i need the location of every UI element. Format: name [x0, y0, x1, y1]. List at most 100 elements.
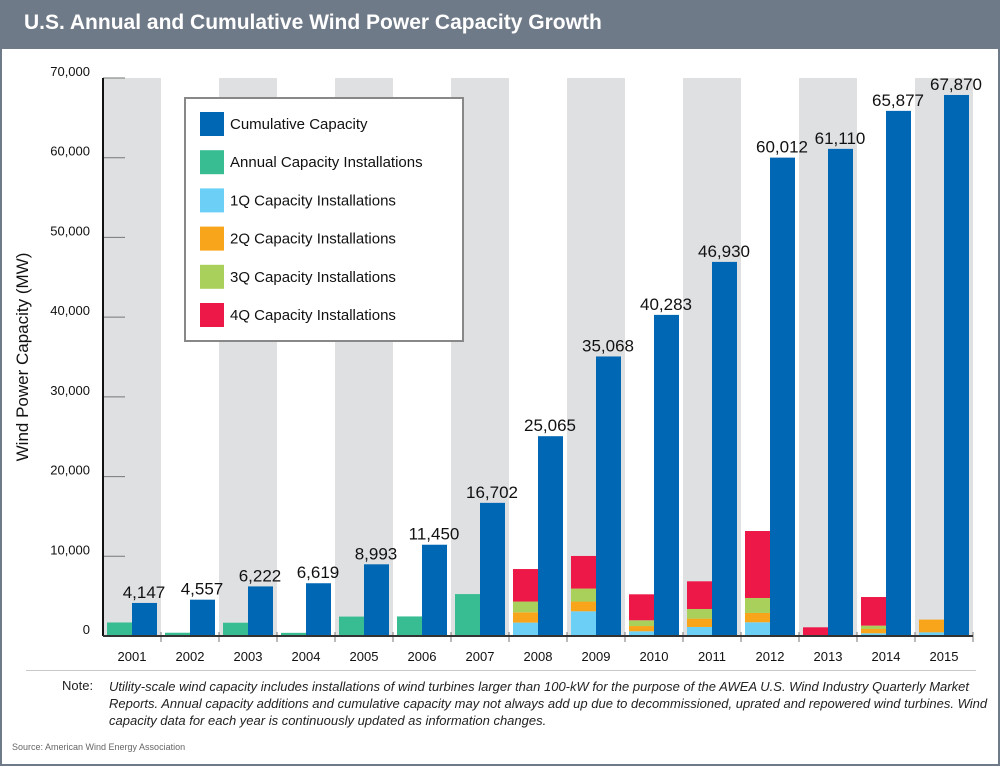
x-tick-label: 2012 [756, 649, 785, 664]
quarter-3-bar [571, 588, 596, 602]
quarter-2-bar [687, 618, 712, 627]
quarter-1-bar [629, 631, 654, 636]
x-tick-label: 2015 [930, 649, 959, 664]
year-band [103, 78, 161, 636]
x-tick-label: 2009 [582, 649, 611, 664]
cumulative-bar [654, 314, 679, 636]
quarter-3-bar [687, 608, 712, 619]
y-tick-label: 0 [83, 622, 90, 637]
cumulative-bar [364, 564, 389, 636]
x-tick-label: 2003 [234, 649, 263, 664]
x-tick-label: 2011 [698, 649, 726, 664]
legend-label: 1Q Capacity Installations [230, 192, 396, 209]
data-label: 8,993 [355, 544, 398, 563]
annual-bar [281, 632, 306, 636]
quarter-2-bar [919, 619, 944, 633]
data-label: 65,877 [872, 91, 924, 110]
legend-swatch [200, 264, 224, 289]
title-bar: U.S. Annual and Cumulative Wind Power Ca… [0, 0, 1000, 49]
data-label: 6,619 [297, 563, 340, 582]
x-tick-label: 2001 [118, 649, 147, 664]
y-tick-label: 70,000 [50, 64, 90, 79]
data-label: 40,283 [640, 295, 692, 314]
x-tick-label: 2005 [350, 649, 379, 664]
quarter-3-bar [513, 601, 538, 613]
data-label: 67,870 [930, 75, 982, 94]
x-tick-label: 2007 [466, 649, 495, 664]
legend-swatch [200, 112, 224, 136]
annual-bar [455, 594, 480, 636]
quarter-4-bar [803, 627, 828, 636]
quarter-4-bar [571, 555, 596, 589]
quarter-1-bar [861, 633, 886, 636]
cumulative-bar [248, 586, 273, 636]
quarter-4-bar [687, 581, 712, 609]
quarter-2-bar [745, 612, 770, 623]
chart-title: U.S. Annual and Cumulative Wind Power Ca… [24, 11, 602, 34]
y-tick-label: 40,000 [50, 303, 90, 318]
legend-swatch [200, 150, 224, 175]
cumulative-bar [132, 602, 157, 636]
x-tick-label: 2010 [640, 649, 669, 664]
annual-bar [107, 622, 132, 636]
cumulative-bar [886, 110, 911, 636]
x-tick-label: 2013 [814, 649, 843, 664]
quarter-1-bar [687, 626, 712, 636]
x-tick-label: 2002 [176, 649, 205, 664]
quarter-4-bar [513, 569, 538, 602]
annual-bar [339, 616, 364, 636]
legend-box [184, 97, 464, 342]
annual-bar [223, 622, 248, 636]
y-tick-label: 60,000 [50, 144, 90, 159]
data-label: 25,065 [524, 416, 576, 435]
quarter-3-bar [861, 625, 886, 629]
quarter-1-bar [513, 622, 538, 636]
cumulative-bar [828, 148, 853, 636]
y-tick-label: 30,000 [50, 383, 90, 398]
quarter-1-bar [571, 611, 596, 636]
cumulative-bar [422, 544, 447, 636]
quarter-2-bar [629, 626, 654, 632]
legend-label: 2Q Capacity Installations [230, 231, 396, 248]
cumulative-bar [770, 157, 795, 636]
quarter-4-bar [629, 594, 654, 621]
annual-bar [165, 632, 190, 636]
cumulative-bar [480, 502, 505, 636]
cumulative-bar [306, 583, 331, 636]
quarter-1-bar [919, 632, 944, 636]
data-label: 16,702 [466, 483, 518, 502]
data-label: 35,068 [582, 336, 634, 355]
divider [26, 670, 976, 671]
annual-bar [397, 616, 422, 636]
cumulative-bar [538, 436, 563, 636]
note-label: Note: [62, 678, 94, 693]
cumulative-bar [596, 356, 621, 636]
legend-label: Cumulative Capacity [230, 116, 368, 133]
quarter-4-bar [861, 597, 886, 626]
x-tick-label: 2004 [292, 649, 321, 664]
note-text: Utility-scale wind capacity includes ins… [109, 679, 988, 728]
x-tick-label: 2014 [872, 649, 901, 664]
quarter-3-bar [745, 597, 770, 613]
cumulative-bar [944, 94, 969, 637]
x-tick-label: 2008 [524, 649, 553, 664]
quarter-1-bar [745, 622, 770, 636]
quarter-4-bar [745, 531, 770, 598]
cumulative-bar [712, 261, 737, 636]
cumulative-bar [190, 599, 215, 636]
y-axis-label: Wind Power Capacity (MW) [13, 253, 32, 462]
legend-swatch [200, 303, 224, 327]
quarter-3-bar [629, 620, 654, 627]
quarter-2-bar [513, 612, 538, 623]
y-tick-label: 10,000 [50, 542, 90, 557]
x-tick-label: 2006 [408, 649, 437, 664]
data-label: 11,450 [409, 525, 460, 544]
y-tick-label: 20,000 [50, 463, 90, 478]
data-label: 61,110 [815, 129, 866, 148]
legend-label: 4Q Capacity Installations [230, 307, 396, 324]
data-label: 6,222 [239, 566, 282, 585]
legend-swatch [200, 188, 224, 213]
data-label: 4,147 [123, 583, 166, 602]
legend-label: 3Q Capacity Installations [230, 269, 396, 286]
